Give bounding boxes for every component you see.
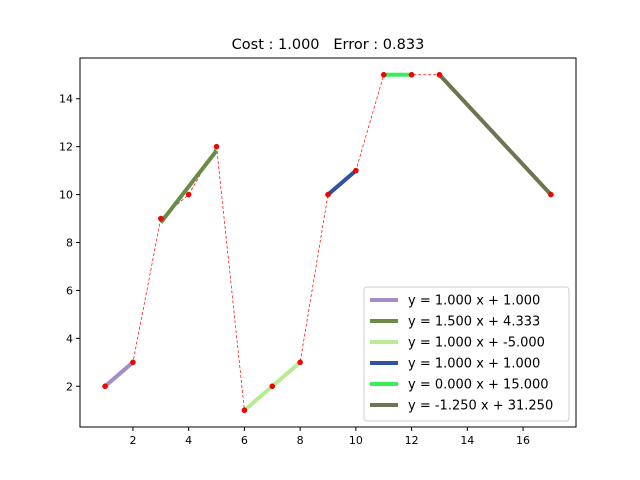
chart-title: Cost : 1.000 Error : 0.833 [232,37,425,53]
y-tick-label: 8 [66,237,73,250]
x-tick-label: 10 [349,434,363,447]
legend-label: y = -1.250 x + 31.250 [408,399,553,414]
data-point [241,407,248,414]
fit-segment [159,149,219,224]
y-tick-label: 6 [66,284,73,297]
legend-label: y = 0.000 x + 15.000 [408,378,549,393]
data-point [130,359,136,366]
plot-area [102,71,554,414]
x-axis: 2 4 6 8 10 12 14 16 [129,427,530,447]
legend-box [363,286,570,422]
legend-label: y = 1.500 x + 4.333 [408,315,540,330]
data-point [213,143,220,150]
data-point [297,359,303,366]
x-tick-label: 4 [185,434,192,447]
x-tick-label: 6 [241,434,248,447]
data-point [548,191,554,198]
data-point [353,167,359,174]
y-axis: 2 4 6 8 10 12 14 [59,93,80,393]
data-point [185,191,192,198]
legend-label: y = 1.000 x + -5.000 [408,336,545,351]
fit-segment [103,360,135,388]
x-tick-label: 12 [405,434,419,447]
y-tick-label: 4 [66,332,73,345]
y-tick-label: 2 [66,380,73,393]
x-tick-label: 2 [129,434,136,447]
data-point [269,383,276,390]
legend-label: y = 1.000 x + 1.000 [408,294,540,309]
fit-segment [437,73,553,196]
legend: y = 1.000 x + 1.000 y = 1.500 x + 4.333 y … [363,286,570,422]
data-point [380,71,387,78]
y-tick-label: 12 [59,141,73,154]
data-point [408,71,415,78]
data-point [436,71,443,78]
x-tick-label: 16 [516,434,530,447]
fit-segment [326,169,358,197]
x-tick-label: 8 [297,434,304,447]
x-tick-label: 14 [460,434,474,447]
y-tick-label: 10 [59,189,73,202]
y-tick-label: 14 [59,93,73,106]
data-point [102,383,108,390]
data-point [325,191,331,198]
legend-label: y = 1.000 x + 1.000 [408,357,540,372]
data-point [158,215,164,222]
